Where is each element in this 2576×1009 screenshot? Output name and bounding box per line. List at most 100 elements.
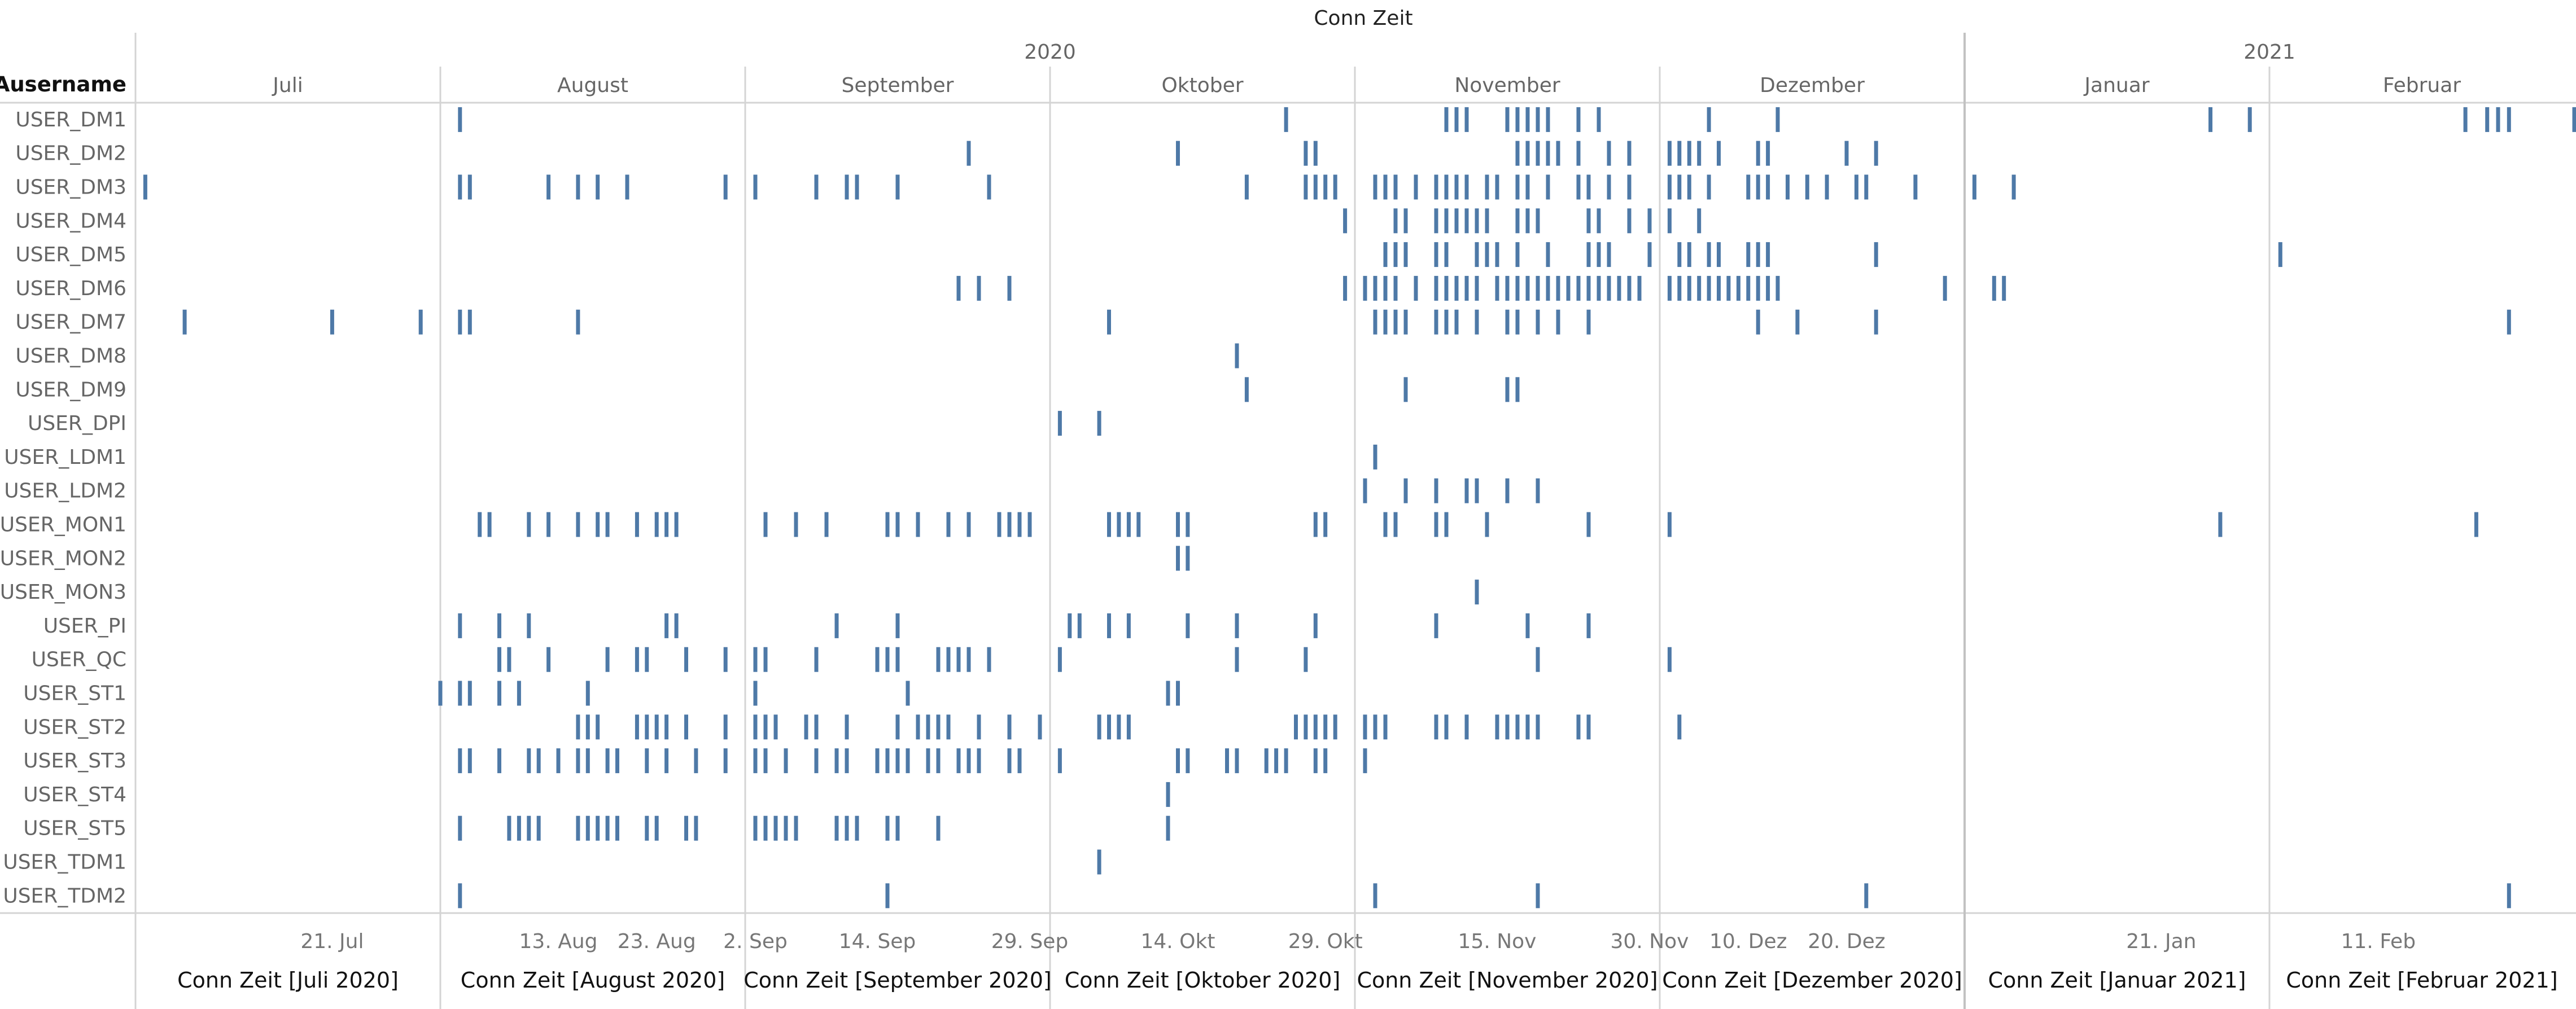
connection-mark xyxy=(1313,714,1318,740)
user-label: USER_DM4 xyxy=(15,209,126,232)
connection-mark xyxy=(1414,174,1418,200)
connection-mark xyxy=(418,309,423,335)
connection-mark xyxy=(1444,242,1449,267)
connection-mark xyxy=(576,309,580,335)
connection-mark xyxy=(1677,174,1682,200)
connection-mark xyxy=(1007,714,1012,740)
connection-mark xyxy=(1373,309,1377,335)
connection-mark xyxy=(773,815,778,841)
connection-mark xyxy=(1495,174,1499,200)
connection-mark xyxy=(1825,174,1829,200)
user-label: USER_ST3 xyxy=(23,749,126,773)
connection-mark xyxy=(654,714,659,740)
connection-mark xyxy=(684,815,688,841)
connection-mark xyxy=(1756,141,1760,166)
connection-mark xyxy=(895,647,900,672)
user-label: USER_DM6 xyxy=(15,277,126,300)
connection-mark xyxy=(1176,512,1180,537)
chart-title: Conn Zeit xyxy=(1314,7,1412,30)
connection-mark xyxy=(2507,107,2511,132)
connection-mark xyxy=(966,512,971,537)
connection-mark xyxy=(2572,107,2576,132)
connection-mark xyxy=(1576,107,1581,132)
connection-mark xyxy=(1515,141,1520,166)
connection-mark xyxy=(1495,242,1499,267)
connection-mark xyxy=(1485,242,1489,267)
connection-mark xyxy=(1434,478,1438,503)
connection-mark xyxy=(1393,242,1398,267)
connection-mark xyxy=(467,681,472,706)
connection-mark xyxy=(814,714,819,740)
connection-mark xyxy=(1647,242,1652,267)
connection-mark xyxy=(1586,174,1591,200)
connection-mark xyxy=(1525,141,1530,166)
month-label: Februar xyxy=(2383,74,2461,97)
connection-mark xyxy=(1363,478,1367,503)
connection-mark xyxy=(1515,242,1520,267)
connection-mark xyxy=(1186,748,1190,774)
connection-mark xyxy=(596,714,600,740)
panel-label: Conn Zeit [November 2020] xyxy=(1357,968,1657,993)
x-tick-label: 14. Sep xyxy=(839,930,916,953)
connection-mark xyxy=(1586,512,1591,537)
panel-label: Conn Zeit [Oktober 2020] xyxy=(1065,968,1341,993)
connection-mark xyxy=(1687,174,1691,200)
connection-mark xyxy=(1756,275,1760,301)
connection-mark xyxy=(1403,208,1408,234)
connection-mark xyxy=(1697,141,1702,166)
connection-mark xyxy=(885,647,890,672)
connection-mark xyxy=(1393,208,1398,234)
connection-mark xyxy=(1495,275,1499,301)
connection-mark xyxy=(1586,309,1591,335)
connection-mark xyxy=(966,141,971,166)
connection-mark xyxy=(1667,275,1672,301)
connection-mark xyxy=(1515,208,1520,234)
connection-mark xyxy=(1627,141,1632,166)
connection-mark xyxy=(1393,309,1398,335)
connection-mark xyxy=(497,613,501,638)
connection-mark xyxy=(1444,208,1449,234)
connection-mark xyxy=(1475,242,1479,267)
connection-mark xyxy=(794,512,798,537)
connection-mark xyxy=(1525,275,1530,301)
connection-mark xyxy=(1434,714,1438,740)
connection-mark xyxy=(1536,275,1540,301)
connection-mark xyxy=(1717,242,1721,267)
connection-mark xyxy=(1536,647,1540,672)
connection-mark xyxy=(1505,107,1510,132)
connection-mark xyxy=(527,748,531,774)
connection-mark xyxy=(977,714,981,740)
connection-mark xyxy=(556,748,561,774)
connection-mark xyxy=(1943,275,1947,301)
connection-mark xyxy=(763,714,768,740)
connection-mark xyxy=(1874,141,1878,166)
month-label: September xyxy=(842,74,954,97)
connection-mark xyxy=(1647,208,1652,234)
connection-mark xyxy=(596,815,600,841)
connection-mark xyxy=(1667,208,1672,234)
connection-mark xyxy=(664,714,669,740)
connection-mark xyxy=(1677,714,1682,740)
connection-mark xyxy=(784,748,788,774)
connection-mark xyxy=(1707,275,1711,301)
connection-mark xyxy=(763,647,768,672)
connection-mark xyxy=(1536,883,1540,909)
x-tick-label: 2. Sep xyxy=(723,930,788,953)
connection-mark xyxy=(1607,242,1611,267)
connection-mark xyxy=(2496,107,2500,132)
connection-mark xyxy=(1244,377,1249,402)
connection-mark xyxy=(1505,377,1510,402)
connection-mark xyxy=(694,815,698,841)
connection-mark xyxy=(946,647,951,672)
user-label: USER_DM2 xyxy=(15,142,126,165)
user-label: USER_DM8 xyxy=(15,345,126,368)
connection-mark xyxy=(906,681,910,706)
connection-mark xyxy=(1627,208,1632,234)
connection-mark xyxy=(458,681,462,706)
connection-mark xyxy=(1107,512,1111,537)
connection-mark xyxy=(784,815,788,841)
connection-mark xyxy=(834,748,839,774)
connection-mark xyxy=(1786,174,1790,200)
panel-labels: Conn Zeit [Juli 2020] Conn Zeit [August 2… xyxy=(177,968,2558,993)
